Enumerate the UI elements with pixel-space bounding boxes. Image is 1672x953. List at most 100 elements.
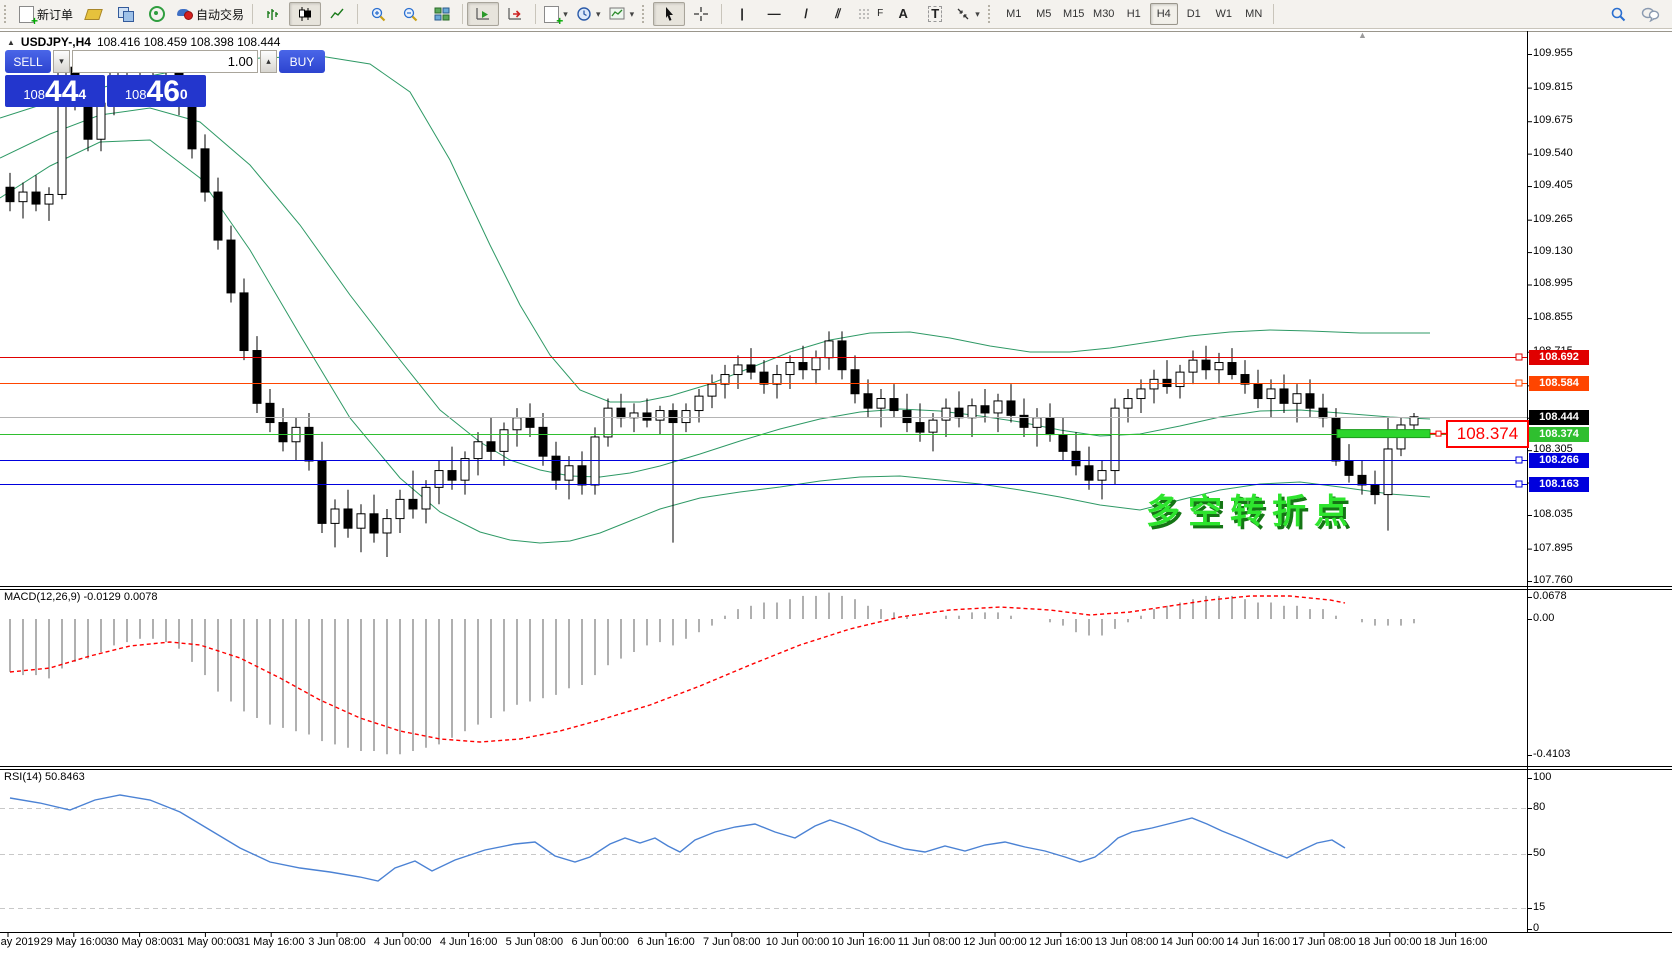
candle-body[interactable] [577,465,587,486]
candle-body[interactable] [980,405,990,414]
candle-body[interactable] [824,340,834,359]
text-label-button[interactable]: T [919,2,951,26]
candle-body[interactable] [707,383,717,397]
charts-button[interactable] [109,2,141,26]
candle-body[interactable] [837,340,847,371]
candle-body[interactable] [915,422,925,433]
buy-price[interactable]: 108 46 0 [106,75,206,107]
candle-body[interactable] [486,441,496,452]
candle-body[interactable] [1188,359,1198,373]
candle-body[interactable] [1292,393,1302,404]
periods-dropdown[interactable]: ▾ [572,2,605,26]
price-badge-108.374[interactable]: 108.374 [1529,427,1589,442]
candle-body[interactable] [642,412,652,421]
candle-body[interactable] [538,426,548,457]
timeframe-d1[interactable]: D1 [1186,8,1201,20]
candle-body[interactable] [1318,407,1328,419]
community-button[interactable] [1634,2,1666,26]
price-callout-label[interactable]: 108.374 [1446,420,1529,448]
candle-body[interactable] [967,405,977,419]
tile-windows-button[interactable] [426,2,458,26]
candle-body[interactable] [96,102,106,140]
search-button[interactable] [1602,2,1634,26]
candle-body[interactable] [1006,400,1016,416]
candlestick-chart-button[interactable] [289,2,322,26]
candle-body[interactable] [343,508,353,529]
toolbar-drag-handle[interactable] [642,5,649,23]
candle-body[interactable] [473,441,483,460]
timeframe-h4[interactable]: H4 [1149,3,1178,25]
candle-body[interactable] [1383,448,1393,496]
candle-body[interactable] [1240,374,1250,385]
candle-body[interactable] [993,400,1003,414]
candle-body[interactable] [239,292,249,352]
candle-body[interactable] [434,470,444,488]
candle-body[interactable] [278,422,288,443]
candle-body[interactable] [720,374,730,385]
timeframe-m15[interactable]: M15 [1063,8,1085,20]
candle-body[interactable] [759,371,769,385]
candle-body[interactable] [1331,417,1341,462]
candle-body[interactable] [1136,388,1146,400]
candle-body[interactable] [1071,450,1081,467]
sell-button[interactable]: SELL [5,50,51,73]
volume-decrease-button[interactable]: ▾ [53,50,70,73]
candle-body[interactable] [31,191,41,205]
candle-body[interactable] [1097,470,1107,481]
candle-body[interactable] [941,407,951,421]
candle-body[interactable] [1201,359,1211,371]
candle-body[interactable] [1019,414,1029,428]
fibonacci-button[interactable]: F [854,2,887,26]
new-order-button[interactable]: + 新订单 [15,2,77,27]
candle-body[interactable] [421,486,431,510]
timeframe-mn[interactable]: MN [1245,8,1263,20]
turning-point-annotation[interactable]: 多空转折点 [1146,493,1356,531]
candle-body[interactable] [512,417,522,431]
candle-body[interactable] [564,465,574,481]
sell-price[interactable]: 108 44 4 [5,75,105,107]
text-button[interactable]: A [887,2,919,26]
candle-body[interactable] [902,410,912,424]
candle-body[interactable] [447,470,457,481]
timeframe-m5[interactable]: M5 [1036,8,1052,20]
candle-body[interactable] [395,498,405,520]
price-badge-108.692[interactable]: 108.692 [1529,350,1589,365]
candle-body[interactable] [5,186,15,203]
candle-body[interactable] [1214,362,1224,371]
candle-body[interactable] [863,393,873,409]
toolbar-drag-handle[interactable] [4,5,11,23]
candle-body[interactable] [1123,398,1133,409]
candle-body[interactable] [1344,460,1354,476]
candle-body[interactable] [200,148,210,193]
candle-body[interactable] [265,402,275,424]
timeframe-m1[interactable]: M1 [1006,8,1022,20]
candle-body[interactable] [1084,465,1094,481]
candle-body[interactable] [1045,417,1055,436]
candle-body[interactable] [525,417,535,428]
line-chart-button[interactable] [321,2,353,26]
arrows-dropdown[interactable]: ▾ [951,2,984,26]
price-badge-108.584[interactable]: 108.584 [1529,376,1589,391]
support-highlight-bar[interactable] [1336,429,1431,439]
candle-body[interactable] [551,455,561,481]
candle-body[interactable] [1149,378,1159,390]
candle-body[interactable] [1162,378,1172,388]
candle-body[interactable] [772,374,782,385]
indicators-dropdown[interactable]: + ▾ [540,2,572,27]
vertical-line-button[interactable]: | [726,2,758,26]
candle-body[interactable] [1227,362,1237,376]
candle-body[interactable] [187,105,197,150]
candle-body[interactable] [694,395,704,412]
price-badge-108.163[interactable]: 108.163 [1529,477,1589,492]
candle-body[interactable] [746,364,756,373]
candle-body[interactable] [330,508,340,524]
candle-body[interactable] [369,513,379,534]
candle-body[interactable] [499,429,509,452]
candle-body[interactable] [226,239,236,294]
auto-scroll-button[interactable] [467,2,500,26]
cursor-button[interactable] [653,2,686,26]
candle-body[interactable] [304,426,314,462]
candle-body[interactable] [811,357,821,371]
candle-body[interactable] [1058,434,1068,452]
